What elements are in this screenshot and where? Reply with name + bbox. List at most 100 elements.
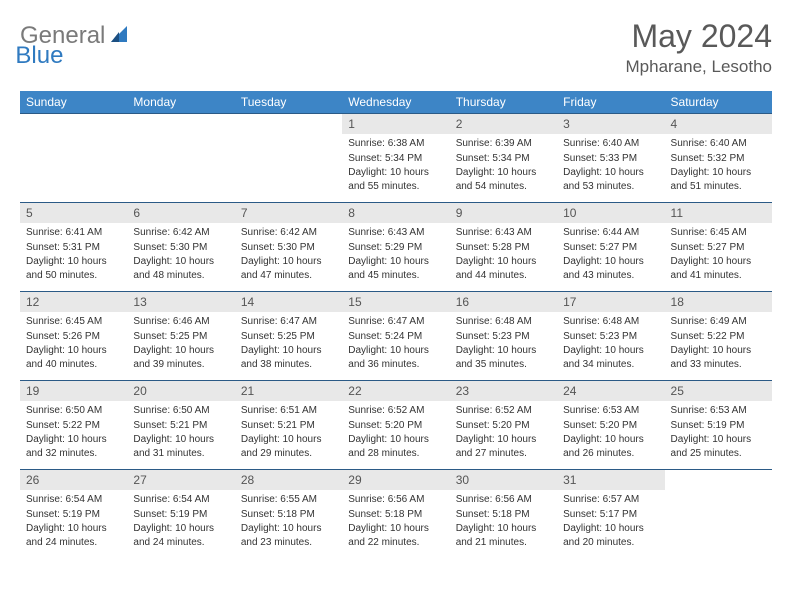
logo-sail-icon (109, 24, 129, 49)
daylight-line: Daylight: 10 hours and 26 minutes. (563, 433, 658, 460)
sunrise-line: Sunrise: 6:40 AM (563, 137, 658, 151)
day-number-cell (665, 470, 772, 491)
sunrise-line: Sunrise: 6:48 AM (563, 315, 658, 329)
sunrise-line: Sunrise: 6:55 AM (241, 493, 336, 507)
day-number-row: 262728293031 (20, 470, 772, 491)
sunset-line: Sunset: 5:21 PM (241, 419, 336, 433)
daylight-line: Daylight: 10 hours and 39 minutes. (133, 344, 228, 371)
day-content-cell: Sunrise: 6:40 AMSunset: 5:32 PMDaylight:… (665, 134, 772, 203)
day-content-row: Sunrise: 6:54 AMSunset: 5:19 PMDaylight:… (20, 490, 772, 558)
daylight-line: Daylight: 10 hours and 43 minutes. (563, 255, 658, 282)
daylight-line: Daylight: 10 hours and 34 minutes. (563, 344, 658, 371)
day-content-cell: Sunrise: 6:50 AMSunset: 5:21 PMDaylight:… (127, 401, 234, 470)
day-number-cell: 18 (665, 292, 772, 313)
day-header-cell: Friday (557, 91, 664, 114)
day-content-cell: Sunrise: 6:52 AMSunset: 5:20 PMDaylight:… (450, 401, 557, 470)
day-number-cell: 11 (665, 203, 772, 224)
day-content-cell: Sunrise: 6:53 AMSunset: 5:20 PMDaylight:… (557, 401, 664, 470)
sunset-line: Sunset: 5:22 PM (26, 419, 121, 433)
day-content-cell (127, 134, 234, 203)
sunset-line: Sunset: 5:26 PM (26, 330, 121, 344)
sunrise-line: Sunrise: 6:45 AM (671, 226, 766, 240)
day-number-cell: 21 (235, 381, 342, 402)
daylight-line: Daylight: 10 hours and 47 minutes. (241, 255, 336, 282)
day-number-cell: 6 (127, 203, 234, 224)
day-number-cell: 28 (235, 470, 342, 491)
sunset-line: Sunset: 5:18 PM (348, 508, 443, 522)
day-content-cell: Sunrise: 6:44 AMSunset: 5:27 PMDaylight:… (557, 223, 664, 292)
day-content-cell: Sunrise: 6:41 AMSunset: 5:31 PMDaylight:… (20, 223, 127, 292)
day-number-row: 12131415161718 (20, 292, 772, 313)
day-number-cell: 22 (342, 381, 449, 402)
sunrise-line: Sunrise: 6:53 AM (671, 404, 766, 418)
day-number-cell: 16 (450, 292, 557, 313)
day-header-cell: Monday (127, 91, 234, 114)
sunrise-line: Sunrise: 6:41 AM (26, 226, 121, 240)
daylight-line: Daylight: 10 hours and 41 minutes. (671, 255, 766, 282)
day-content-cell: Sunrise: 6:50 AMSunset: 5:22 PMDaylight:… (20, 401, 127, 470)
sunrise-line: Sunrise: 6:40 AM (671, 137, 766, 151)
sunset-line: Sunset: 5:18 PM (456, 508, 551, 522)
sunrise-line: Sunrise: 6:50 AM (26, 404, 121, 418)
daylight-line: Daylight: 10 hours and 35 minutes. (456, 344, 551, 371)
sunrise-line: Sunrise: 6:53 AM (563, 404, 658, 418)
day-header-row: SundayMondayTuesdayWednesdayThursdayFrid… (20, 91, 772, 114)
day-number-cell: 17 (557, 292, 664, 313)
sunset-line: Sunset: 5:22 PM (671, 330, 766, 344)
sunset-line: Sunset: 5:24 PM (348, 330, 443, 344)
day-number-cell: 30 (450, 470, 557, 491)
sunset-line: Sunset: 5:21 PM (133, 419, 228, 433)
day-content-row: Sunrise: 6:41 AMSunset: 5:31 PMDaylight:… (20, 223, 772, 292)
day-content-cell: Sunrise: 6:38 AMSunset: 5:34 PMDaylight:… (342, 134, 449, 203)
sunset-line: Sunset: 5:30 PM (241, 241, 336, 255)
sunrise-line: Sunrise: 6:51 AM (241, 404, 336, 418)
day-content-cell: Sunrise: 6:43 AMSunset: 5:29 PMDaylight:… (342, 223, 449, 292)
sunrise-line: Sunrise: 6:49 AM (671, 315, 766, 329)
day-content-cell: Sunrise: 6:40 AMSunset: 5:33 PMDaylight:… (557, 134, 664, 203)
sunrise-line: Sunrise: 6:44 AM (563, 226, 658, 240)
sunrise-line: Sunrise: 6:54 AM (26, 493, 121, 507)
sunrise-line: Sunrise: 6:45 AM (26, 315, 121, 329)
daylight-line: Daylight: 10 hours and 53 minutes. (563, 166, 658, 193)
sunset-line: Sunset: 5:17 PM (563, 508, 658, 522)
day-content-cell: Sunrise: 6:39 AMSunset: 5:34 PMDaylight:… (450, 134, 557, 203)
day-content-cell (665, 490, 772, 558)
daylight-line: Daylight: 10 hours and 45 minutes. (348, 255, 443, 282)
day-number-row: 567891011 (20, 203, 772, 224)
sunset-line: Sunset: 5:27 PM (671, 241, 766, 255)
day-content-cell: Sunrise: 6:45 AMSunset: 5:26 PMDaylight:… (20, 312, 127, 381)
logo-text-blue: Blue (15, 42, 63, 70)
sunset-line: Sunset: 5:20 PM (348, 419, 443, 433)
sunrise-line: Sunrise: 6:56 AM (348, 493, 443, 507)
sunset-line: Sunset: 5:20 PM (563, 419, 658, 433)
daylight-line: Daylight: 10 hours and 31 minutes. (133, 433, 228, 460)
sunrise-line: Sunrise: 6:52 AM (348, 404, 443, 418)
sunset-line: Sunset: 5:25 PM (133, 330, 228, 344)
sunrise-line: Sunrise: 6:43 AM (456, 226, 551, 240)
sunset-line: Sunset: 5:19 PM (26, 508, 121, 522)
day-number-cell: 3 (557, 114, 664, 135)
daylight-line: Daylight: 10 hours and 28 minutes. (348, 433, 443, 460)
day-number-cell: 7 (235, 203, 342, 224)
month-title: May 2024 (626, 18, 773, 55)
day-content-cell: Sunrise: 6:48 AMSunset: 5:23 PMDaylight:… (450, 312, 557, 381)
daylight-line: Daylight: 10 hours and 44 minutes. (456, 255, 551, 282)
day-content-cell: Sunrise: 6:47 AMSunset: 5:24 PMDaylight:… (342, 312, 449, 381)
sunset-line: Sunset: 5:28 PM (456, 241, 551, 255)
day-content-cell: Sunrise: 6:47 AMSunset: 5:25 PMDaylight:… (235, 312, 342, 381)
sunset-line: Sunset: 5:30 PM (133, 241, 228, 255)
daylight-line: Daylight: 10 hours and 51 minutes. (671, 166, 766, 193)
day-number-cell: 5 (20, 203, 127, 224)
sunrise-line: Sunrise: 6:42 AM (241, 226, 336, 240)
day-number-cell: 10 (557, 203, 664, 224)
sunrise-line: Sunrise: 6:39 AM (456, 137, 551, 151)
day-header-cell: Saturday (665, 91, 772, 114)
day-number-cell: 9 (450, 203, 557, 224)
day-content-cell: Sunrise: 6:49 AMSunset: 5:22 PMDaylight:… (665, 312, 772, 381)
daylight-line: Daylight: 10 hours and 38 minutes. (241, 344, 336, 371)
logo: General Blue (20, 18, 181, 50)
day-number-cell: 4 (665, 114, 772, 135)
calendar-table: SundayMondayTuesdayWednesdayThursdayFrid… (20, 91, 772, 558)
day-number-cell (20, 114, 127, 135)
sunset-line: Sunset: 5:27 PM (563, 241, 658, 255)
